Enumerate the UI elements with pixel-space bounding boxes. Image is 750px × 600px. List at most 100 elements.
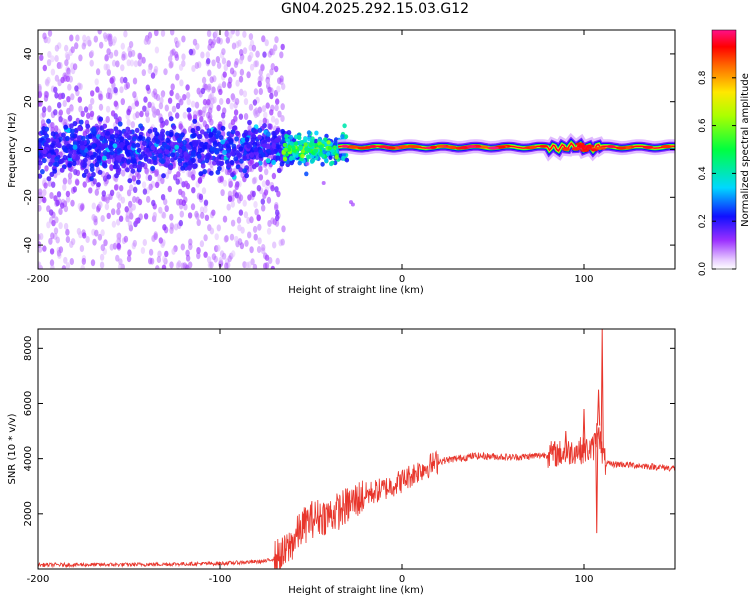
spectral-blob [111, 59, 117, 67]
spectral-blob [177, 260, 182, 268]
spectral-blob [202, 144, 208, 150]
spectral-blob [77, 125, 82, 131]
spectral-blob [208, 170, 214, 176]
spectral-blob [96, 182, 101, 188]
spectral-blob [270, 149, 276, 155]
spectral-blob [158, 157, 164, 163]
snr-spike [596, 389, 601, 426]
spectral-blob [252, 263, 258, 269]
spectral-blob [136, 179, 141, 185]
spectral-blob [459, 146, 469, 150]
spectral-blob [54, 92, 59, 99]
spectral-blob [208, 131, 214, 138]
spectral-blob [42, 189, 47, 196]
spectral-blob [137, 198, 143, 206]
spectral-blob [128, 41, 134, 48]
spectrogram-y-axis-label: Frequency (Hz) [7, 112, 18, 188]
spectral-blob [139, 110, 144, 118]
spectral-blob [89, 163, 95, 169]
snr-y-tick-label: 6000 [23, 391, 34, 416]
spectral-blob [97, 30, 102, 35]
spectral-blob [174, 144, 180, 150]
spectral-blob [85, 127, 90, 135]
spectral-blob [102, 123, 108, 129]
spectral-blob [262, 117, 267, 125]
spectral-blob [279, 161, 285, 167]
spectral-blob [293, 141, 299, 146]
spectral-blob [113, 126, 119, 132]
spectral-blob [249, 216, 254, 224]
spectral-blob [141, 181, 147, 189]
spectral-blob [157, 250, 162, 258]
spectral-blob [100, 144, 106, 150]
spectral-blob [63, 256, 68, 264]
spectral-blob [221, 81, 227, 89]
spectral-blob [106, 174, 112, 180]
spectral-blob [49, 192, 54, 199]
spectral-blob [46, 59, 52, 67]
spectral-blob [216, 130, 222, 136]
spectral-blob [221, 48, 226, 56]
spectral-blob [264, 39, 269, 47]
spectral-blob [105, 92, 111, 100]
spectral-blob [155, 265, 160, 269]
spectral-blob [270, 115, 276, 123]
spectral-blob [350, 202, 355, 207]
spectral-blob [183, 151, 189, 157]
spectral-blob [38, 173, 43, 179]
spectral-blob [54, 133, 60, 139]
spectral-blob [238, 167, 244, 173]
spectral-blob [257, 127, 263, 133]
spectral-blob [159, 117, 164, 124]
spectral-blob [54, 44, 60, 52]
spectral-blob [38, 160, 43, 166]
spectral-blob [51, 219, 56, 227]
spectral-blob [257, 80, 262, 88]
spectral-blob [303, 142, 308, 147]
spectral-blob [125, 151, 131, 157]
spectral-blob [286, 138, 291, 143]
spectral-blob [283, 147, 288, 153]
spectral-blob [60, 76, 65, 84]
spectral-blob [263, 111, 268, 119]
spectral-blob [142, 105, 147, 112]
spectral-blob [258, 119, 263, 127]
spectral-blob [130, 49, 136, 57]
spectral-blob [267, 123, 272, 130]
spectral-blob [124, 206, 129, 213]
snr-x-tick-label: 0 [399, 574, 405, 585]
snr-y-axis-label: SNR (10 * v/v) [7, 413, 18, 484]
spectral-blob [152, 155, 158, 161]
spectral-blob [46, 137, 51, 143]
spectral-blob [48, 161, 53, 167]
spectral-blob [130, 121, 135, 129]
spectral-blob [201, 76, 207, 84]
spectral-blob [72, 63, 78, 71]
spectral-blob [99, 41, 104, 49]
spectral-blob [212, 128, 218, 134]
spectral-blob [235, 79, 240, 87]
spectral-blob [318, 144, 324, 149]
spectral-blob [466, 144, 477, 149]
spectral-blob [168, 61, 173, 69]
spectral-blob [63, 222, 69, 230]
colorbar-label: Normalized spectral amplitude [740, 73, 750, 227]
spectral-blob [85, 123, 91, 129]
spectral-blob [150, 145, 156, 151]
spectral-blob [239, 68, 245, 76]
spectral-blob [115, 155, 121, 161]
spectral-blob [256, 214, 261, 221]
spectral-blob [162, 224, 167, 231]
spectral-blob [185, 254, 191, 262]
spectral-blob [131, 102, 136, 110]
spectral-blob [289, 155, 294, 161]
spectral-blob [216, 141, 222, 147]
spectral-blob [199, 206, 205, 214]
spectral-blob [90, 97, 95, 105]
spectral-blob [112, 36, 118, 44]
spectral-blob [154, 30, 159, 37]
spectral-blob [254, 208, 259, 216]
spectral-blob [195, 125, 201, 132]
spectrogram-x-tick-label: -100 [209, 274, 232, 285]
spectral-blob [242, 199, 247, 207]
